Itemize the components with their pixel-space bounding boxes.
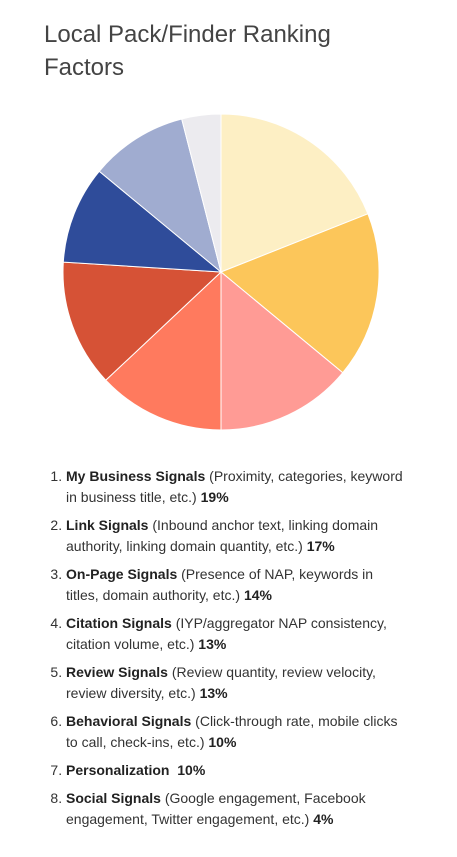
pie-slice bbox=[105, 270, 222, 431]
legend-item: Link Signals (Inbound anchor text, linki… bbox=[66, 515, 406, 557]
factor-name: Link Signals bbox=[66, 517, 149, 533]
legend-item: Citation Signals (IYP/aggregator NAP con… bbox=[66, 613, 406, 655]
pie-slice bbox=[62, 170, 223, 273]
pie-slice bbox=[62, 261, 223, 381]
factor-name: On-Page Signals bbox=[66, 566, 178, 582]
factor-description: (Inbound anchor text, linking domain aut… bbox=[66, 517, 379, 554]
legend-item: On-Page Signals (Presence of NAP, keywor… bbox=[66, 564, 406, 606]
factor-name: Social Signals bbox=[66, 790, 161, 806]
pie-slice bbox=[220, 270, 344, 431]
factor-percent: 10% bbox=[208, 734, 237, 750]
factor-description: (Google engagement, Facebook engagement,… bbox=[66, 790, 366, 827]
legend-item: Personalization 10% bbox=[66, 760, 406, 781]
legend-item: Review Signals (Review quantity, review … bbox=[66, 662, 406, 704]
pie-chart bbox=[62, 113, 380, 431]
factor-percent: 13% bbox=[198, 636, 227, 652]
legend-list: My Business Signals (Proximity, categori… bbox=[0, 466, 406, 837]
factor-percent: 10% bbox=[177, 762, 206, 778]
pie-slice bbox=[181, 113, 222, 273]
factor-percent: 17% bbox=[306, 538, 335, 554]
factor-description: (Proximity, categories, keyword in busin… bbox=[66, 468, 403, 505]
factor-percent: 4% bbox=[313, 811, 334, 827]
factor-name: Review Signals bbox=[66, 664, 168, 680]
factor-name: My Business Signals bbox=[66, 468, 206, 484]
factor-percent: 19% bbox=[200, 489, 229, 505]
factor-name: Behavioral Signals bbox=[66, 713, 192, 729]
factor-percent: 13% bbox=[199, 685, 228, 701]
factor-description: (Presence of NAP, keywords in titles, do… bbox=[66, 566, 374, 603]
legend-item: Behavioral Signals (Click-through rate, … bbox=[66, 711, 406, 753]
pie-slice bbox=[220, 113, 369, 273]
factor-description: (Click-through rate, mobile clicks to ca… bbox=[66, 713, 398, 750]
legend-item: Social Signals (Google engagement, Faceb… bbox=[66, 788, 406, 830]
factor-description: (IYP/aggregator NAP consistency, citatio… bbox=[66, 615, 387, 652]
legend-item: My Business Signals (Proximity, categori… bbox=[66, 466, 406, 508]
factor-name: Citation Signals bbox=[66, 615, 172, 631]
factor-description: (Review quantity, review velocity, revie… bbox=[66, 664, 376, 701]
chart-title: Local Pack/Finder Ranking Factors bbox=[44, 21, 331, 81]
pie-slice bbox=[220, 213, 380, 374]
factor-percent: 14% bbox=[243, 587, 272, 603]
pie-slice bbox=[98, 118, 222, 274]
factor-name: Personalization bbox=[66, 762, 170, 778]
